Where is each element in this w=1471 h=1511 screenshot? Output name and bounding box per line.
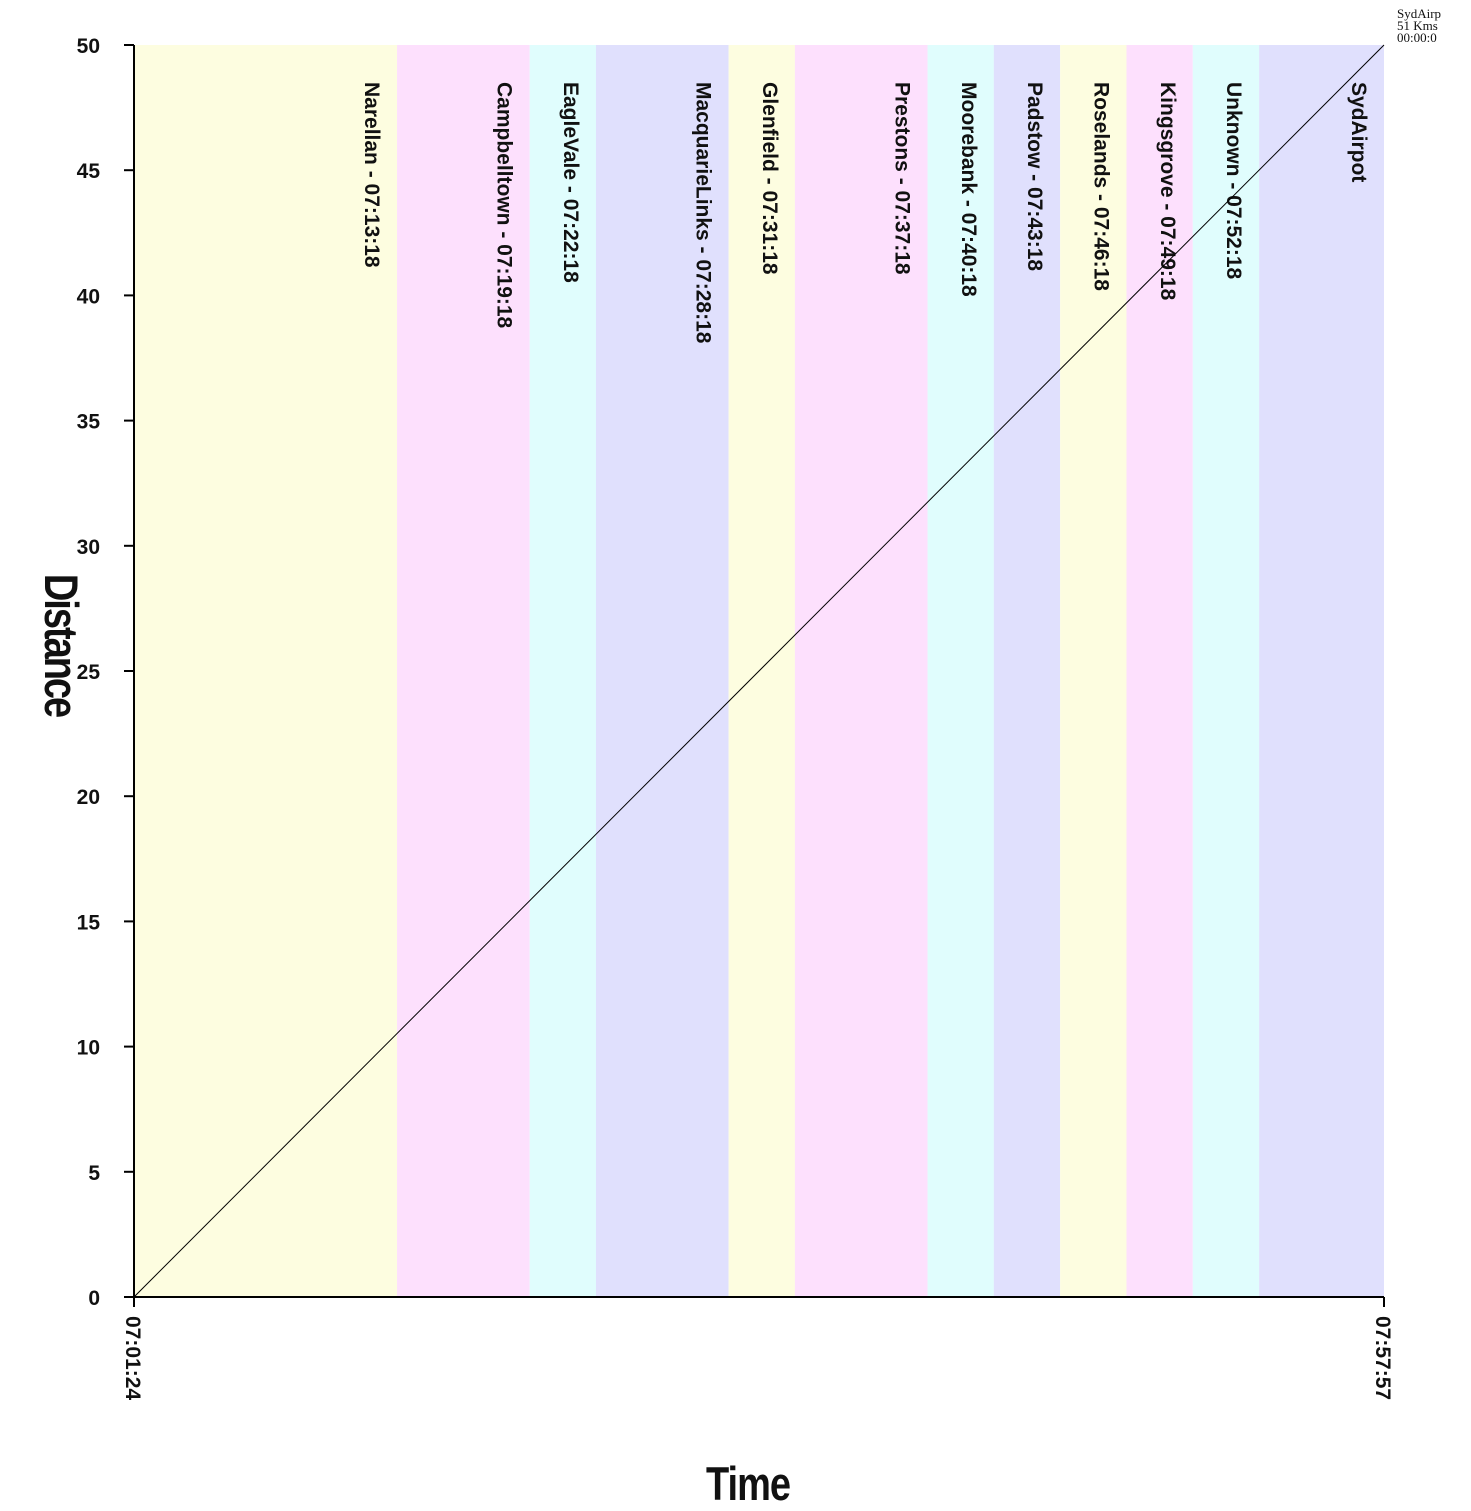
- corner-info-line: 51 Kms: [1397, 18, 1438, 33]
- station-band-label: SydAirpot: [1347, 82, 1370, 182]
- station-band-label: EagleVale - 07:22:18: [559, 82, 582, 283]
- station-band: [927, 45, 994, 1297]
- y-axis-ticks: 0 5 10 15 20 25 30 35 40 45 50: [77, 35, 134, 1310]
- station-band-label: Campbelltown - 07:19:18: [493, 82, 516, 329]
- station-bands: [134, 45, 1384, 1297]
- x-tick-label: 07:01:24: [121, 1316, 144, 1400]
- y-axis-title: Distance: [34, 574, 87, 718]
- station-band-label: Unknown - 07:52:18: [1222, 82, 1245, 280]
- station-band-label: Glenfield - 07:31:18: [758, 82, 781, 275]
- station-band-labels: Narellan - 07:13:18 Campbelltown - 07:19:…: [360, 82, 1370, 344]
- station-band: [1259, 45, 1384, 1297]
- y-tick-label: 10: [77, 1037, 100, 1060]
- station-band-label: Padstow - 07:43:18: [1023, 82, 1046, 271]
- station-band-label: MacquarieLinks - 07:28:18: [692, 82, 715, 344]
- x-axis-ticks: 07:01:24 07:57:57: [121, 1297, 1394, 1400]
- station-band-label: Roselands - 07:46:18: [1089, 82, 1112, 291]
- y-tick-label: 20: [77, 786, 100, 809]
- station-band: [1060, 45, 1127, 1297]
- y-tick-label: 30: [77, 536, 100, 559]
- trip-line: [133, 44, 1385, 1298]
- corner-info-line: SydAirp: [1397, 6, 1442, 21]
- corner-info-line: 00:00:0: [1397, 30, 1437, 45]
- station-band: [1126, 45, 1193, 1297]
- y-tick-label: 0: [88, 1287, 100, 1310]
- station-band-label: Prestons - 07:37:18: [891, 82, 914, 275]
- station-band: [1192, 45, 1260, 1297]
- station-band: [134, 45, 398, 1297]
- y-tick-label: 25: [77, 661, 101, 684]
- corner-info: SydAirp 51 Kms 00:00:0: [1397, 6, 1442, 45]
- station-band: [595, 45, 729, 1297]
- y-tick-label: 45: [77, 160, 101, 183]
- station-band: [529, 45, 596, 1297]
- y-tick-label: 5: [88, 1162, 100, 1185]
- x-axis-title: Time: [706, 1458, 790, 1511]
- station-band-label: Narellan - 07:13:18: [360, 82, 383, 268]
- station-band: [728, 45, 795, 1297]
- station-band: [397, 45, 530, 1297]
- station-band: [794, 45, 928, 1297]
- x-tick-label: 07:57:57: [1371, 1316, 1394, 1400]
- station-band: [993, 45, 1061, 1297]
- y-tick-label: 50: [77, 35, 100, 58]
- station-band-label: Kingsgrove - 07:49:18: [1156, 82, 1179, 301]
- y-tick-label: 35: [77, 411, 101, 434]
- station-band-label: Moorebank - 07:40:18: [957, 82, 980, 297]
- y-tick-label: 40: [77, 285, 100, 308]
- y-tick-label: 15: [77, 911, 101, 934]
